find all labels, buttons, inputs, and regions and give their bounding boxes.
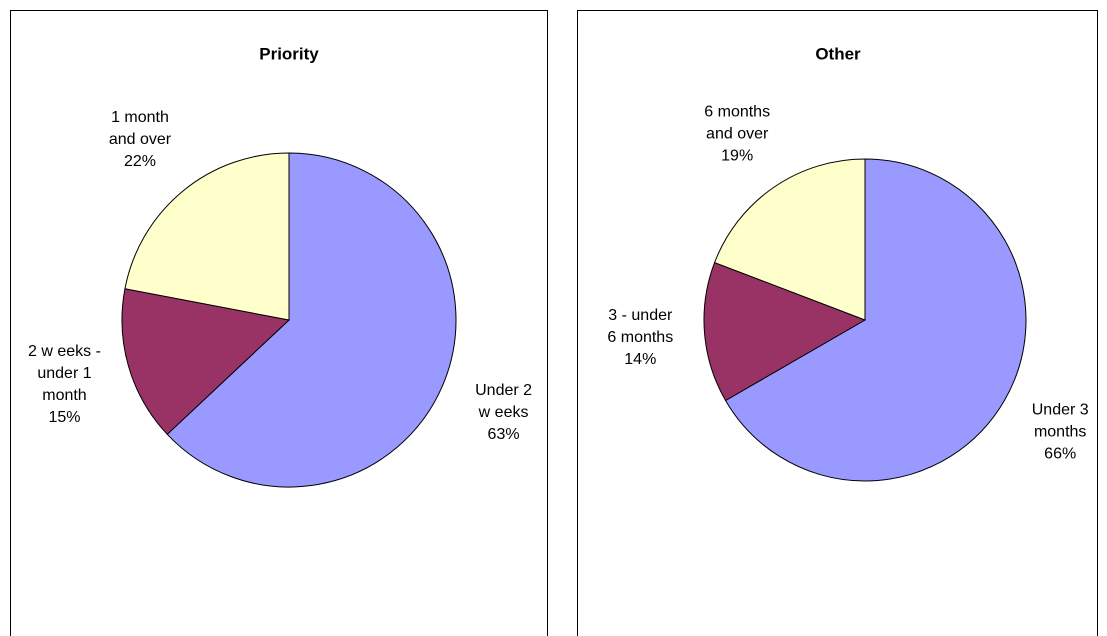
pie-slice xyxy=(124,152,290,321)
pie-slice xyxy=(713,158,866,321)
pie-slice xyxy=(703,261,867,402)
slice-value-label: 14% xyxy=(624,351,656,368)
slice-label-line: Under 3 xyxy=(1032,402,1089,419)
pie-slice xyxy=(121,288,291,436)
slice-label: 2 w eeks - under 1 month 15% xyxy=(28,343,101,426)
slice-label: Under 3 months 66% xyxy=(1032,402,1089,463)
slice-value-label: 66% xyxy=(1044,446,1076,463)
slice-label: 1 month and over 22% xyxy=(109,109,172,170)
slice-label-line: under 1 xyxy=(37,365,91,382)
slice-label: 6 months and over 19% xyxy=(704,104,770,165)
slice-label-line: and over xyxy=(109,131,172,148)
chart-title: Other xyxy=(815,44,861,63)
slice-value-label: 19% xyxy=(721,148,753,165)
slice-label-line: 2 w eeks - xyxy=(28,343,101,360)
slice-label-line: 6 months xyxy=(607,329,673,346)
slice-label: 3 - under 6 months 14% xyxy=(607,307,673,368)
chart-title: Priority xyxy=(259,44,319,63)
slice-label-line: months xyxy=(1034,424,1086,441)
slice-label-line: and over xyxy=(706,126,769,143)
slice-label: Under 2 w eeks 63% xyxy=(475,382,532,443)
pie-slice xyxy=(166,152,457,488)
slice-value-label: 63% xyxy=(488,426,520,443)
slice-label-line: 1 month xyxy=(111,109,169,126)
pie-slice xyxy=(724,158,1027,482)
slice-label-line: 6 months xyxy=(704,104,770,121)
slice-label-line: w eeks xyxy=(478,404,529,421)
slice-label-line: month xyxy=(42,387,86,404)
slice-value-label: 15% xyxy=(48,409,80,426)
slice-label-line: Under 2 xyxy=(475,382,532,399)
slice-value-label: 22% xyxy=(124,153,156,170)
slice-label-line: 3 - under xyxy=(608,307,673,324)
